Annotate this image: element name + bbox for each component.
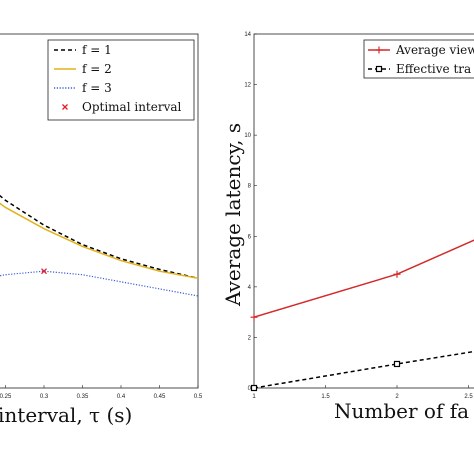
series-line-1 [0,202,199,279]
legend-entry-2: f = 3 [54,81,112,95]
legend-label: Average view [395,43,474,57]
x-tick-label: 1.5 [321,394,330,400]
left-plot: 0.25 0.3 0.35 0.4 0.45 0.5 interval, τ (s) f … [0,33,203,427]
right-plot-frame [253,33,474,389]
y-tick-label: 12 [244,83,251,89]
y-tick-label: 2 [248,335,252,341]
legend-entry-3: Optimal interval [62,100,182,114]
x-tick-label: 0.3 [40,394,49,400]
x-tick-label: 0.4 [117,394,126,400]
right-plot: 1 1.5 2 2.5 0 2 4 6 8 10 12 14 Number of fa Average… [221,32,474,423]
data-point-0 [250,313,258,321]
y-tick-label: 6 [248,234,252,240]
y-tick-label: 4 [248,285,252,291]
legend-marker [375,65,383,73]
series-line-1 [253,350,474,389]
legend-label: f = 2 [82,62,112,76]
right-y-axis-label: Average latency, s [221,123,245,307]
x-tick-label: 0.45 [154,394,166,400]
y-tick-label: 0 [248,386,252,392]
left-legend: f = 1 f = 2 f = 3 Optimal interval [47,39,195,121]
left-x-axis-label: interval, τ (s) [0,403,132,427]
series-line-0 [0,194,199,279]
data-point-3 [41,268,47,275]
left-plot-x-ticks: 0.25 0.3 0.35 0.4 0.45 0.5 [0,385,203,400]
legend-entry-0: f = 1 [54,43,112,57]
left-legend-box [47,39,195,121]
x-tick-label: 0.5 [194,394,203,400]
legend-label: f = 3 [82,81,112,95]
legend-entry-1: f = 2 [54,62,112,76]
legend-marker [375,46,383,54]
right-plot-series [250,239,474,392]
y-tick-label: 14 [244,32,251,38]
right-x-axis-label: Number of fa [334,399,469,423]
y-tick-label: 10 [244,133,251,139]
right-legend-box [363,39,474,79]
left-plot-series [0,194,199,297]
legend-marker [62,104,68,110]
series-line-2 [0,270,199,297]
x-tick-label: 1 [252,394,256,400]
data-point-0 [393,270,401,278]
x-tick-label: 2.5 [464,394,473,400]
x-tick-label: 0.35 [77,394,89,400]
data-point-1 [393,360,401,368]
left-plot-frame [0,33,199,389]
legend-label: Effective tra [396,62,471,76]
right-legend: Average view Effective tra [363,39,474,79]
series-line-0 [253,239,474,318]
y-tick-label: 8 [248,184,252,190]
x-tick-label: 2 [395,394,399,400]
legend-entry-0: Average view [368,43,474,57]
legend-entry-1: Effective tra [368,62,471,76]
legend-label: Optimal interval [82,100,182,114]
right-plot-ticks: 1 1.5 2 2.5 0 2 4 6 8 10 12 14 [244,32,473,400]
legend-label: f = 1 [82,43,112,57]
data-point-1 [250,384,258,392]
x-tick-label: 0.25 [0,394,12,400]
